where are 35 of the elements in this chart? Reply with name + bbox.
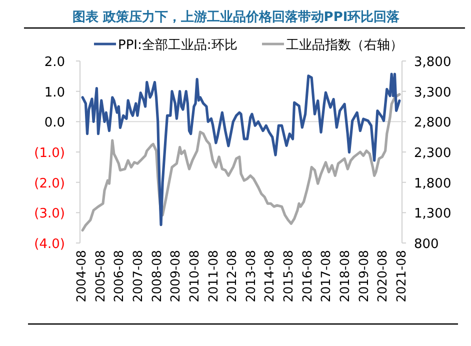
- y2-tick-label: 800: [414, 237, 439, 252]
- y-tick-label: (3.0): [34, 206, 65, 222]
- x-tick-label: 2012-08: [224, 250, 240, 302]
- x-tick-label: 2015-08: [280, 250, 296, 302]
- x-tick-label: 2005-08: [92, 250, 108, 302]
- legend-label: 工业品指数（右轴）: [286, 38, 403, 53]
- x-tick-label: 2011-08: [205, 250, 220, 302]
- y-tick-label: 1.0: [44, 85, 65, 100]
- y-tick-label: 2.0: [44, 55, 65, 70]
- x-tick-label: 2021-08: [394, 250, 408, 302]
- y-tick-label: 0.0: [44, 116, 65, 131]
- y2-tick-label: 2,300: [414, 146, 452, 161]
- y2-tick-label: 2,800: [414, 116, 452, 131]
- x-tick-label: 2017-08: [318, 250, 334, 302]
- x-tick-label: 2019-08: [356, 250, 371, 302]
- y2-tick-label: 1,300: [414, 206, 452, 222]
- x-tick-label: 2020-08: [374, 250, 390, 302]
- chart-title: 图表 政策压力下，上游工业品价格回落带动PPI环比回落: [72, 10, 401, 25]
- x-tick-label: 2008-08: [148, 250, 164, 302]
- y-tick-label: (2.0): [34, 176, 65, 192]
- y2-tick-label: 3,800: [414, 55, 452, 70]
- x-tick-label: 2013-08: [242, 250, 258, 302]
- x-tick-label: 2018-08: [337, 250, 352, 302]
- x-tick-label: 2007-08: [130, 250, 145, 302]
- x-tick-label: 2014-08: [262, 250, 277, 302]
- x-tick-label: 2009-08: [168, 250, 183, 302]
- x-tick-label: 2006-08: [111, 250, 126, 302]
- y-tick-label: (1.0): [34, 146, 65, 161]
- x-tick-label: 2004-08: [74, 250, 88, 302]
- y-tick-label: (4.0): [34, 237, 65, 252]
- y2-tick-label: 3,300: [414, 85, 452, 100]
- x-tick-label: 2010-08: [186, 250, 202, 302]
- x-tick-label: 2016-08: [299, 250, 314, 302]
- legend-label: PPI:全部工业品:环比: [118, 38, 238, 53]
- y2-tick-label: 1,800: [414, 176, 452, 192]
